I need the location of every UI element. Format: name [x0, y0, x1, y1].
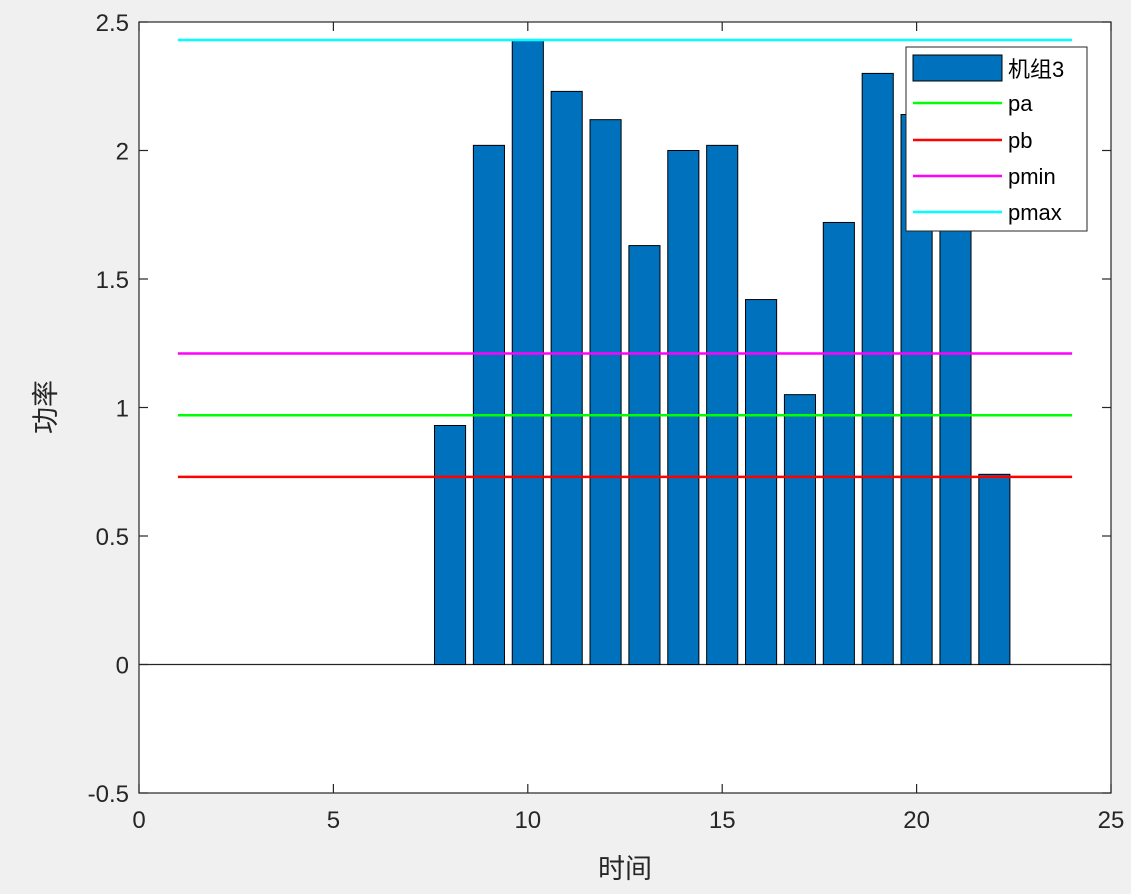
y-tick-label: 1: [116, 396, 129, 423]
bar-t9: [472, 144, 505, 666]
x-tick-label: 0: [132, 807, 145, 834]
legend-label-bar: 机组3: [1008, 57, 1064, 82]
bar-t17: [783, 394, 817, 665]
bar-t21: [939, 221, 972, 666]
y-tick-label: 2: [116, 139, 129, 166]
legend-label-pmax: pmax: [1008, 200, 1062, 225]
legend-label-pmin: pmin: [1008, 164, 1056, 189]
bar-t8: [433, 424, 467, 665]
x-tick-label: 25: [1098, 807, 1125, 834]
bar-t11: [550, 90, 583, 665]
legend-label-pb: pb: [1008, 128, 1032, 153]
y-tick-label: 2.5: [96, 10, 129, 37]
bar-t15: [706, 144, 739, 666]
legend-label-pa: pa: [1008, 91, 1033, 116]
bar-t22: [978, 473, 1011, 665]
y-tick-label: -0.5: [88, 781, 129, 808]
bar-t18: [822, 221, 855, 666]
legend-swatch-bar: [912, 54, 1003, 82]
y-tick-label: 0.5: [96, 524, 129, 551]
y-axis-label: 功率: [31, 380, 61, 434]
ticks-layer: 0 5 10 15 20 25-0.500.511.522.5: [88, 10, 1125, 834]
bar-t14: [667, 150, 700, 665]
y-tick-label: 1.5: [96, 267, 129, 294]
bar-t12: [589, 119, 622, 666]
bar-t10: [511, 39, 544, 666]
bar-t13: [628, 245, 661, 665]
bar-t16: [745, 299, 778, 665]
y-tick-label: 0: [116, 653, 129, 680]
bars-layer: [433, 39, 1011, 666]
x-axis-label: 时间: [598, 854, 652, 884]
reference-lines-layer: [177, 38, 1073, 479]
x-tick-label: 20: [903, 807, 930, 834]
x-tick-label: 5: [327, 807, 340, 834]
x-tick-label: 10: [514, 807, 541, 834]
legend: 机组3 pa pb pmin pmax: [905, 46, 1088, 232]
bar-t19: [861, 72, 894, 665]
x-tick-label: 15: [709, 807, 736, 834]
